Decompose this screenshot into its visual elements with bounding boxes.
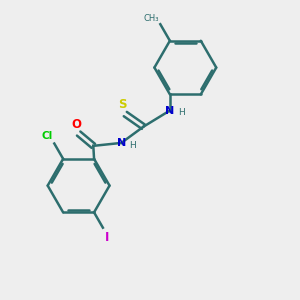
- Text: Cl: Cl: [42, 131, 53, 141]
- Text: S: S: [118, 98, 127, 111]
- Text: H: H: [130, 141, 136, 150]
- Text: N: N: [165, 106, 175, 116]
- Text: CH₃: CH₃: [143, 14, 159, 23]
- Text: N: N: [117, 138, 126, 148]
- Text: O: O: [71, 118, 81, 130]
- Text: I: I: [105, 231, 110, 244]
- Text: H: H: [178, 108, 185, 117]
